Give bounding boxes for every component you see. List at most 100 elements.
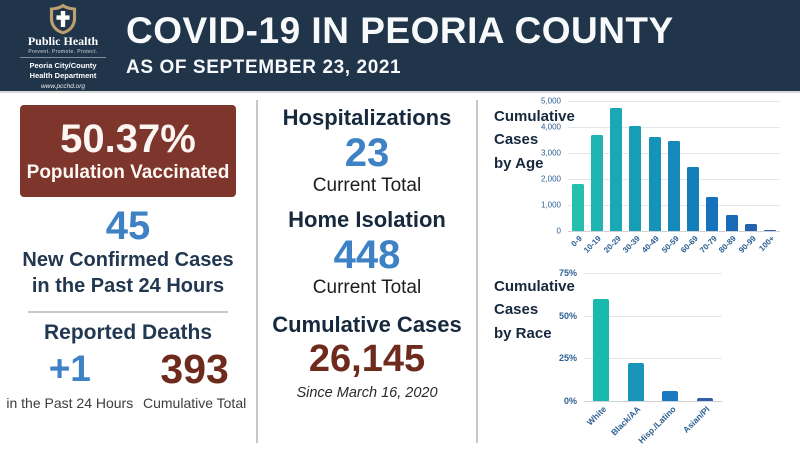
health-department-logo: Public Health Prevent. Promote. Protect.… <box>10 1 116 90</box>
race-chart-bars <box>584 273 722 401</box>
bar-60-69 <box>687 167 700 231</box>
home-isolation-heading: Home Isolation <box>288 206 446 232</box>
race-chart-title-line2: Cases <box>494 301 539 319</box>
deaths-past-24h-label: in the Past 24 Hours <box>6 394 134 411</box>
bar-white <box>593 298 610 401</box>
bar-slot <box>664 101 683 231</box>
age-chart-bars <box>568 101 780 231</box>
home-isolation-value: 448 <box>333 232 401 277</box>
y-tick-label: 1,000 <box>540 200 561 210</box>
vaccinated-percent-label: Population Vaccinated <box>26 161 230 183</box>
deaths-cumulative-value: 393 <box>160 346 229 392</box>
bar-100+ <box>764 229 777 231</box>
home-isolation-stat: Home Isolation 448 Current Total <box>258 207 476 300</box>
x-tick-label: White <box>584 404 609 428</box>
race-chart-y-axis: 75% 50% 25% 0% <box>548 268 584 406</box>
bar-slot <box>761 101 780 231</box>
bar-40-49 <box>648 137 661 231</box>
cumulative-cases-stat: Cumulative Cases 26,145 Since March 16, … <box>258 312 476 402</box>
hospitalizations-value: 23 <box>344 131 390 175</box>
reported-deaths-row: +1 in the Past 24 Hours 393 Cumulative T… <box>0 346 256 412</box>
x-tick: Asian/PI <box>681 401 723 450</box>
bar-70-79 <box>706 197 719 231</box>
page-title: COVID-19 IN PEORIA COUNTY <box>126 10 674 51</box>
deaths-past-24h-cell: +1 in the Past 24 Hours <box>6 348 134 411</box>
y-tick-label: 2,000 <box>540 174 561 184</box>
cumulative-cases-by-race-chart: 75% 50% 25% 0% White Black/AA Hisp./Latino Asi… <box>548 268 723 450</box>
hospitalizations-heading: Hospitalizations <box>282 105 452 130</box>
charts-panel: Cumulative Cases by Age 5,000 4,000 3,000 2… <box>478 93 800 450</box>
cumulative-cases-since-label: Since March 16, 2020 <box>296 385 438 402</box>
cumulative-cases-by-age-chart: 5,000 4,000 3,000 2,000 1,000 0 0-9 10-19 20-29… <box>532 97 780 267</box>
age-chart-title-line2: Cases <box>494 131 539 149</box>
gridline <box>584 358 722 360</box>
vertical-divider-left <box>256 100 258 443</box>
header-text: COVID-19 IN PEORIA COUNTY AS OF SEPTEMBE… <box>126 12 674 79</box>
logo-department-line2: Health Department <box>29 71 97 81</box>
gridline <box>568 231 780 232</box>
bar-50-59 <box>667 141 680 231</box>
bar-asian-pi <box>696 397 713 401</box>
x-tick: 100+ <box>757 231 780 267</box>
bar-slot <box>645 101 664 231</box>
vaccination-and-deaths-panel: 50.37% Population Vaccinated 45 New Conf… <box>0 93 256 450</box>
x-tick-label: 0-9 <box>569 234 585 249</box>
y-tick-label: 5,000 <box>540 96 561 106</box>
bar-slot <box>741 101 760 231</box>
population-vaccinated-card: 50.37% Population Vaccinated <box>20 105 236 197</box>
logo-org-name: Public Health <box>27 33 99 48</box>
bar-slot <box>607 101 626 231</box>
y-tick-label: 0 <box>556 226 561 236</box>
deaths-cumulative-label: Cumulative Total <box>142 395 247 411</box>
age-chart-title: Cumulative Cases by Age <box>494 105 575 175</box>
bar-slot <box>684 101 703 231</box>
new-confirmed-cases-stat: 45 New Confirmed Cases in the Past 24 Ho… <box>0 205 256 299</box>
y-tick-label: 3,000 <box>540 148 561 158</box>
gridline <box>568 101 780 102</box>
new-cases-label-line1: New Confirmed Cases <box>22 249 234 271</box>
reported-deaths-heading: Reported Deaths <box>43 321 213 344</box>
bar-90-99 <box>745 224 758 231</box>
y-tick-label: 50% <box>558 310 577 321</box>
age-chart-plot-area: 0-9 10-19 20-29 30-39 40-49 50-59 60-69 70-79 80… <box>568 101 780 267</box>
home-isolation-label: Current Total <box>312 276 422 298</box>
bar-slot <box>626 101 645 231</box>
x-tick-label: 100+ <box>757 234 777 254</box>
bar-slot <box>688 273 723 401</box>
gridline <box>584 273 722 274</box>
case-status-panel: Hospitalizations 23 Current Total Home I… <box>258 93 476 450</box>
cumulative-cases-heading: Cumulative Cases <box>272 311 462 337</box>
race-chart-title: Cumulative Cases by Race <box>494 275 575 345</box>
gridline <box>568 127 780 128</box>
bar-80-89 <box>725 214 738 231</box>
age-chart-title-line1: Cumulative <box>494 108 575 125</box>
bar-slot <box>703 101 722 231</box>
bar-10-19 <box>590 134 603 231</box>
logo-department: Peoria City/County Health Department <box>10 61 116 81</box>
vertical-divider-right <box>476 100 478 443</box>
main-content: 50.37% Population Vaccinated 45 New Conf… <box>0 93 800 450</box>
gridline <box>584 315 722 317</box>
bar-slot <box>653 273 688 401</box>
bar-slot <box>722 101 741 231</box>
horizontal-divider <box>28 311 228 313</box>
age-chart-x-axis: 0-9 10-19 20-29 30-39 40-49 50-59 60-69 70-79 80… <box>568 231 780 267</box>
bar-hisp-latino <box>662 390 679 401</box>
reported-deaths-stat: Reported Deaths +1 in the Past 24 Hours … <box>0 321 256 411</box>
race-chart-gridlines <box>584 273 722 402</box>
race-chart-title-line1: Cumulative <box>494 278 575 295</box>
y-tick-label: 25% <box>558 353 577 364</box>
vaccinated-percent-value: 50.37% <box>60 116 196 161</box>
deaths-past-24h-value: +1 <box>48 348 91 389</box>
y-tick-label: 75% <box>558 268 577 278</box>
gridline <box>584 401 722 402</box>
bar-30-39 <box>629 125 642 231</box>
logo-department-line1: Peoria City/County <box>29 60 97 70</box>
logo-tagline: Prevent. Promote. Protect. <box>20 49 106 58</box>
new-cases-label-line2: in the Past 24 Hours <box>31 275 225 297</box>
cumulative-cases-value: 26,145 <box>308 337 426 380</box>
public-health-shield-icon <box>10 3 116 35</box>
bar-slot <box>619 273 654 401</box>
deaths-cumulative-cell: 393 Cumulative Total <box>140 346 250 412</box>
